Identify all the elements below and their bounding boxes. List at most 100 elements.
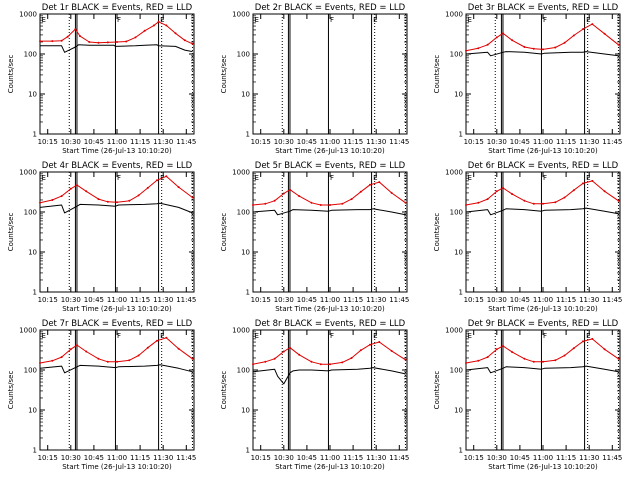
series-black-line: [252, 208, 406, 216]
series-red-line: [465, 180, 619, 206]
x-tick-label: 11:45: [176, 296, 196, 304]
y-tick-label: 1: [246, 289, 250, 297]
red-data-point: [591, 23, 594, 26]
panel-det-2: Det 2r BLACK = Events, RED = LLD 1 10 100 10…: [220, 3, 409, 155]
panel-det-1: Det 1r BLACK = Events, RED = LLD 1 10 100 10…: [7, 3, 196, 155]
x-axis-label: Start Time (26-Jul-13 10:10:20): [275, 147, 385, 155]
x-tick-label: 11:15: [343, 454, 363, 462]
x-tick-label: 11:00: [107, 138, 127, 146]
red-data-point: [310, 201, 313, 204]
event-letter: E: [468, 16, 472, 24]
y-tick-label: 1000: [232, 11, 250, 19]
x-tick-label: 11:30: [366, 454, 386, 462]
x-tick-label: 10:15: [38, 138, 58, 146]
red-data-point: [264, 202, 267, 205]
panel-det-7: Det 7r BLACK = Events, RED = LLD 1 10 100 10…: [7, 319, 196, 471]
red-data-point: [495, 190, 498, 193]
red-data-point: [369, 343, 371, 346]
x-tick-label: 10:30: [274, 138, 294, 146]
event-letter: E: [42, 16, 46, 24]
red-data-point: [51, 199, 54, 201]
y-tick-label: 1: [459, 131, 463, 139]
red-data-point: [563, 196, 566, 199]
plot-frame: [465, 171, 621, 293]
red-data-point: [128, 199, 131, 202]
y-tick-label: 100: [237, 51, 250, 59]
x-tick-label: 10:45: [84, 454, 104, 462]
x-tick-label: 11:00: [533, 454, 553, 462]
red-data-point: [74, 28, 77, 31]
red-data-point: [97, 41, 100, 44]
red-data-point: [511, 351, 514, 354]
x-tick-label: 11:45: [602, 296, 622, 304]
y-tick-label: 1000: [445, 169, 463, 177]
panel-title: Det 2r BLACK = Events, RED = LLD: [255, 3, 406, 13]
red-data-point: [106, 360, 109, 363]
y-tick-label: 10: [28, 249, 37, 257]
red-data-point: [404, 201, 407, 204]
y-tick-label: 10: [454, 249, 463, 257]
red-data-point: [532, 47, 535, 50]
red-data-point: [495, 36, 498, 39]
red-data-point: [511, 39, 514, 42]
x-tick-label: 11:00: [320, 138, 340, 146]
red-data-point: [66, 35, 69, 38]
series-red-line: [39, 337, 193, 364]
red-data-point: [378, 181, 381, 184]
plot-frame: [39, 329, 195, 451]
x-tick-label: 10:30: [487, 296, 507, 304]
y-tick-label: 1000: [19, 11, 37, 19]
y-tick-label: 10: [241, 249, 250, 257]
panel-det-4: Det 4r BLACK = Events, RED = LLD 1 10 100 10…: [7, 161, 196, 313]
red-data-point: [157, 20, 160, 23]
event-letter: E: [255, 174, 259, 182]
red-data-point: [465, 362, 467, 364]
red-data-point: [156, 339, 158, 342]
red-data-point: [85, 190, 88, 193]
red-data-point: [174, 32, 177, 35]
red-data-point: [554, 359, 557, 362]
red-data-point: [477, 201, 480, 204]
x-tick-label: 11:15: [556, 296, 576, 304]
y-tick-label: 10: [454, 91, 463, 99]
y-tick-label: 1: [459, 447, 463, 455]
panel-title: Det 1r BLACK = Events, RED = LLD: [42, 3, 193, 13]
red-data-point: [106, 41, 109, 44]
red-data-point: [502, 186, 504, 189]
y-axis-label: Counts/sec: [433, 371, 441, 410]
red-data-point: [252, 363, 254, 366]
series-red-line: [39, 175, 193, 204]
x-tick-label: 11:30: [366, 296, 386, 304]
y-tick-label: 100: [237, 367, 250, 375]
red-data-point: [97, 357, 100, 360]
red-data-point: [146, 186, 149, 189]
x-tick-label: 11:45: [176, 138, 196, 146]
x-tick-label: 11:00: [533, 138, 553, 146]
series-red-line: [252, 181, 406, 206]
red-data-point: [486, 43, 489, 46]
y-tick-label: 10: [241, 91, 250, 99]
y-axis-label: Counts/sec: [220, 371, 228, 410]
red-data-point: [572, 34, 575, 37]
red-data-point: [369, 183, 371, 186]
series-black-line: [465, 207, 619, 216]
y-axis-label: Counts/sec: [220, 213, 228, 252]
red-data-point: [390, 191, 393, 194]
panel-title: Det 7r BLACK = Events, RED = LLD: [42, 319, 193, 329]
red-data-point: [617, 43, 620, 46]
x-tick-label: 11:00: [320, 454, 340, 462]
event-letter: F: [543, 16, 547, 24]
x-tick-label: 11:15: [130, 296, 150, 304]
y-axis-label: Counts/sec: [7, 55, 15, 94]
red-data-point: [60, 195, 63, 198]
event-letter: E: [373, 332, 377, 340]
series-black-line: [39, 364, 193, 374]
event-letter: E: [373, 174, 377, 182]
red-data-point: [542, 360, 544, 363]
red-data-point: [319, 204, 322, 206]
x-tick-label: 11:30: [366, 138, 386, 146]
y-tick-label: 1: [33, 131, 37, 139]
y-tick-label: 10: [28, 407, 37, 415]
red-data-point: [591, 337, 594, 340]
red-data-point: [153, 24, 155, 27]
